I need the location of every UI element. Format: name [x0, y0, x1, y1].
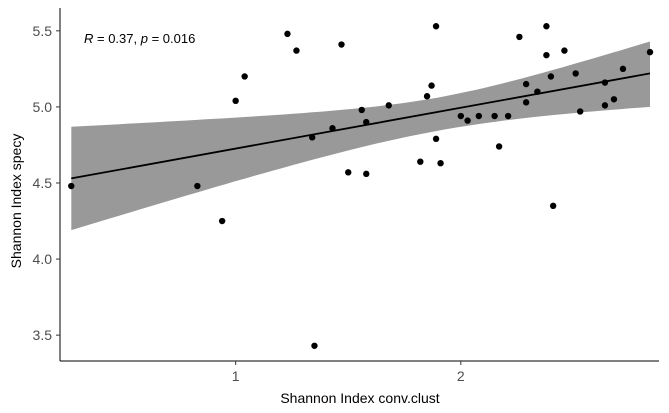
y-tick-label: 3.5 — [33, 327, 53, 343]
data-point — [457, 112, 465, 120]
confidence-band — [71, 41, 651, 231]
data-point — [516, 33, 523, 41]
data-point — [284, 30, 291, 38]
data-point — [601, 79, 609, 86]
data-point — [495, 143, 503, 150]
confidence-band-layer — [71, 41, 651, 231]
data-point — [543, 23, 550, 30]
data-point — [561, 47, 568, 54]
r-value: = 0.37, — [93, 31, 140, 46]
data-point — [194, 182, 201, 190]
data-point — [534, 88, 541, 95]
data-point — [549, 202, 557, 210]
data-point — [293, 47, 300, 54]
x-tick-label: 2 — [457, 368, 465, 384]
data-point — [522, 80, 530, 88]
data-point — [601, 102, 609, 109]
data-point — [619, 65, 627, 73]
data-point — [576, 108, 584, 115]
regression-line — [71, 72, 651, 180]
data-point — [504, 112, 512, 120]
y-axis-ticks: 3.5 4.0 4.5 5.0 5.5 — [33, 23, 60, 343]
data-point — [491, 112, 498, 120]
data-point — [363, 170, 370, 178]
data-point — [218, 217, 226, 225]
data-point — [475, 112, 483, 120]
data-point — [232, 97, 239, 105]
data-point — [68, 182, 75, 190]
data-point — [547, 73, 555, 80]
data-point — [329, 125, 336, 132]
data-point — [432, 23, 440, 30]
y-tick-label: 5.5 — [33, 23, 53, 39]
data-point — [423, 93, 431, 100]
data-point — [610, 96, 618, 103]
data-point — [309, 134, 316, 141]
y-tick-label: 4.5 — [33, 175, 53, 191]
data-point — [345, 169, 352, 176]
x-axis-title: Shannon Index conv.clust — [280, 390, 439, 406]
y-tick-label: 4.0 — [33, 251, 53, 267]
y-axis-title: Shannon Index specy — [8, 134, 24, 269]
r-symbol: R — [84, 31, 93, 46]
data-point — [241, 73, 248, 80]
data-point — [572, 70, 579, 77]
data-point — [437, 159, 444, 167]
data-point — [646, 48, 654, 56]
y-tick-label: 5.0 — [33, 99, 53, 115]
p-value: = 0.016 — [148, 31, 195, 46]
data-point — [428, 82, 435, 89]
data-point — [417, 158, 424, 165]
data-point — [363, 118, 370, 126]
data-point — [464, 117, 471, 124]
data-point — [358, 106, 365, 114]
data-point — [338, 41, 345, 48]
p-symbol: p — [140, 31, 148, 46]
x-tick-label: 1 — [232, 368, 240, 384]
points-layer — [68, 23, 654, 349]
data-point — [311, 342, 318, 349]
data-point — [385, 102, 392, 109]
regression-line-layer — [71, 72, 651, 180]
data-point — [543, 51, 550, 59]
data-point — [432, 135, 440, 143]
data-point — [522, 99, 530, 106]
correlation-annotation: R = 0.37, p = 0.016 — [84, 31, 195, 46]
